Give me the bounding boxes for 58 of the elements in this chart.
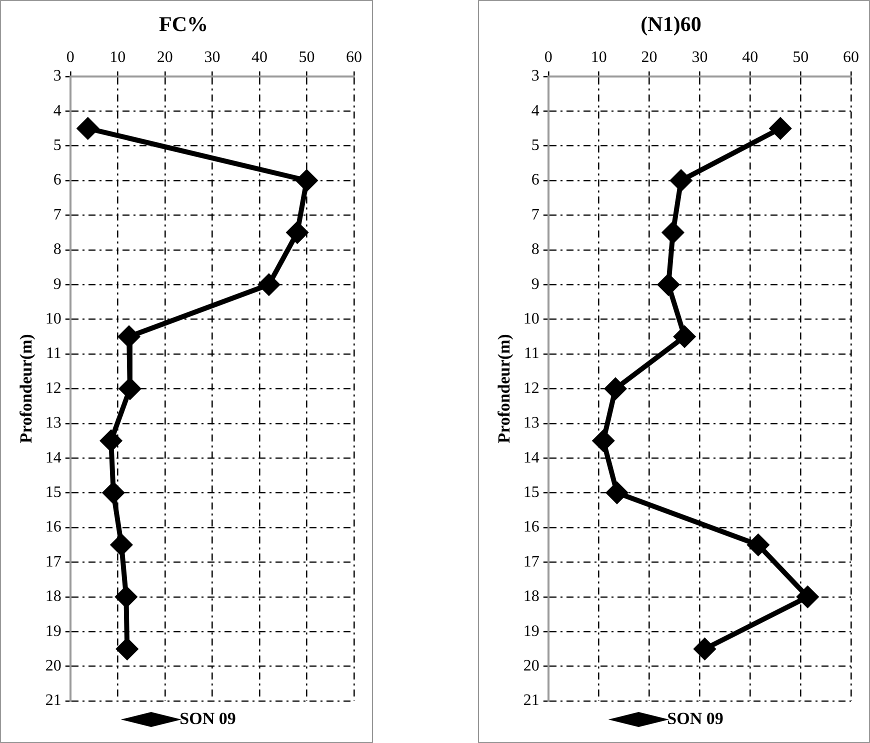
y-tick-label: 10 xyxy=(45,310,62,328)
x-tick-label: 0 xyxy=(544,49,552,66)
y-axis-title: Profondeur(m) xyxy=(494,334,514,444)
y-tick-label: 3 xyxy=(53,68,62,85)
y-tick-label: 9 xyxy=(53,276,62,293)
x-tick-label: 30 xyxy=(204,49,220,66)
x-tick-label: 0 xyxy=(66,49,74,66)
y-tick-label: 14 xyxy=(523,449,540,466)
y-tick-label: 19 xyxy=(523,622,540,640)
y-tick-label: 13 xyxy=(45,414,62,432)
y-tick-label: 17 xyxy=(523,553,540,570)
y-tick-label: 7 xyxy=(531,206,540,224)
x-tick-label: 50 xyxy=(298,49,315,66)
x-tick-label: 30 xyxy=(692,49,708,66)
y-tick-label: 8 xyxy=(531,241,540,258)
y-tick-label: 18 xyxy=(523,588,540,606)
y-tick-label: 6 xyxy=(531,172,540,189)
y-tick-label: 17 xyxy=(45,553,62,570)
x-tick-label: 20 xyxy=(641,49,658,66)
y-tick-label: 16 xyxy=(523,518,540,536)
y-tick-label: 11 xyxy=(46,345,62,362)
y-tick-label: 15 xyxy=(45,484,62,502)
x-tick-label: 60 xyxy=(346,49,362,66)
y-tick-label: 4 xyxy=(531,102,540,120)
x-tick-label: 40 xyxy=(251,49,268,66)
y-tick-label: 3 xyxy=(531,68,540,85)
y-tick-label: 8 xyxy=(53,241,62,258)
y-tick-label: 13 xyxy=(523,414,540,432)
y-tick-label: 7 xyxy=(53,206,62,224)
y-tick-label: 21 xyxy=(45,692,62,710)
y-tick-label: 5 xyxy=(53,137,62,154)
y-tick-label: 4 xyxy=(53,102,62,120)
y-tick-label: 20 xyxy=(45,658,62,675)
y-tick-label: 16 xyxy=(45,518,62,536)
y-tick-label: 9 xyxy=(531,276,540,293)
chart-title: FC% xyxy=(159,12,208,36)
x-tick-label: 50 xyxy=(792,49,809,66)
y-tick-label: 14 xyxy=(45,449,62,466)
legend-label: SON 09 xyxy=(180,708,236,728)
y-tick-label: 5 xyxy=(531,137,540,154)
y-tick-label: 19 xyxy=(45,622,62,640)
x-tick-label: 10 xyxy=(590,49,607,66)
y-tick-label: 12 xyxy=(45,380,62,397)
y-tick-label: 21 xyxy=(523,692,540,710)
y-tick-label: 18 xyxy=(45,588,62,606)
x-tick-label: 40 xyxy=(742,49,758,66)
x-tick-label: 20 xyxy=(156,49,173,66)
y-axis-title: Profondeur(m) xyxy=(16,334,36,444)
y-tick-label: 6 xyxy=(53,172,62,189)
y-tick-label: 15 xyxy=(523,484,540,502)
legend-label: SON 09 xyxy=(667,708,724,728)
y-tick-label: 20 xyxy=(523,658,540,675)
y-tick-label: 10 xyxy=(523,310,540,328)
x-tick-label: 10 xyxy=(110,49,126,66)
y-tick-label: 11 xyxy=(524,345,540,362)
chart-title: (N1)60 xyxy=(640,12,702,36)
y-tick-label: 12 xyxy=(523,380,540,397)
x-tick-label: 60 xyxy=(843,49,859,66)
